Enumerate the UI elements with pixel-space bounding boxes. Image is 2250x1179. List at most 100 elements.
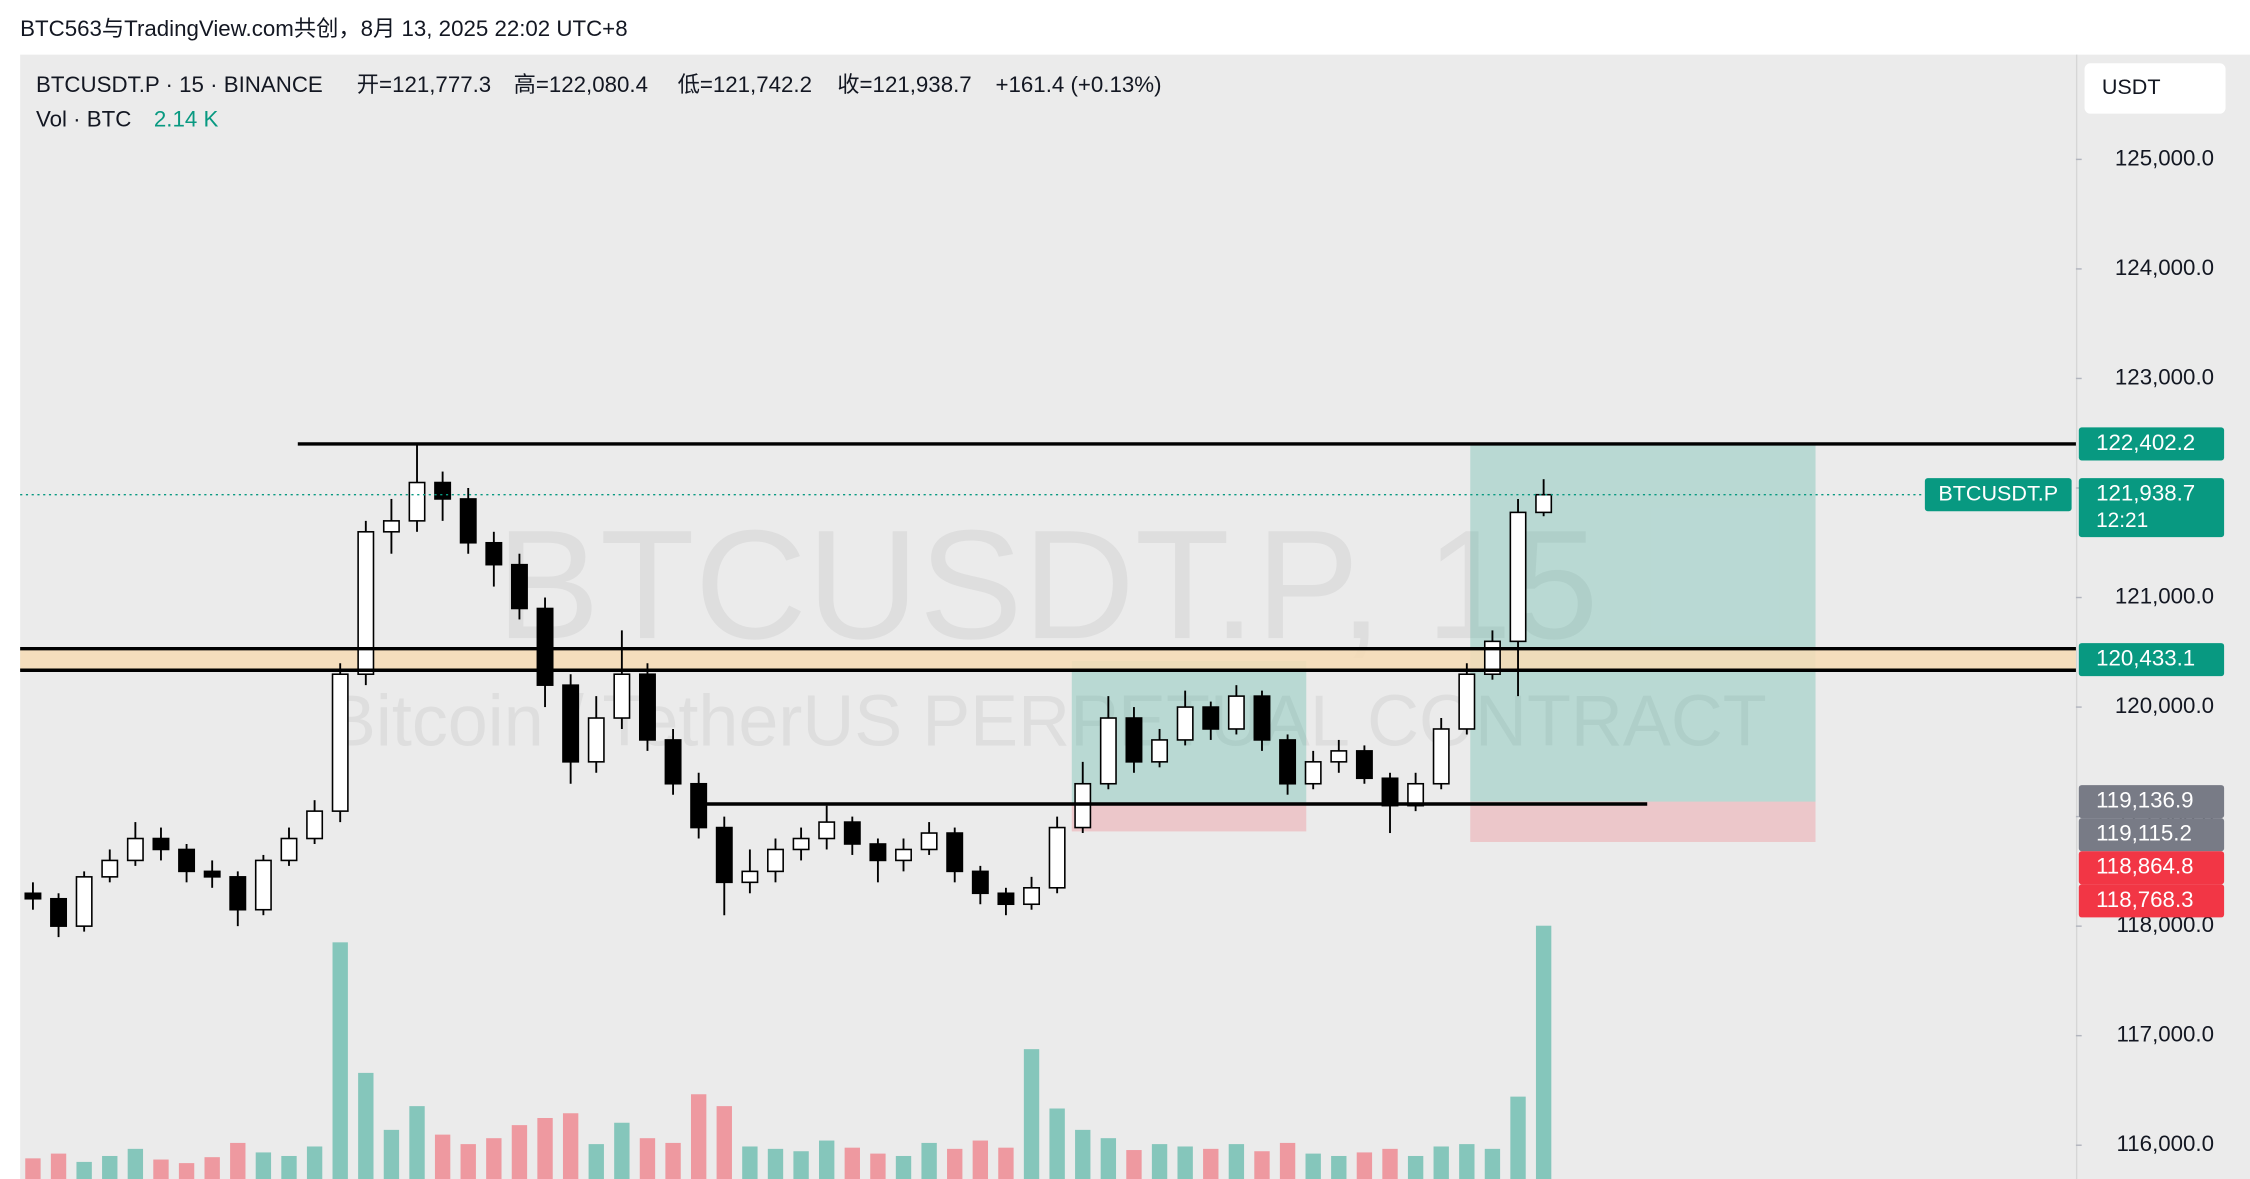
candle-body [971,870,989,895]
candle-body [254,859,272,911]
candle-body [24,892,42,900]
price-label [2078,478,2225,538]
volume-bar [562,1113,579,1179]
price-label [2078,785,2225,819]
candle-body [1509,511,1527,643]
candle-body [1176,706,1194,741]
volume-bar [1535,925,1552,1179]
price-label-text: 120,433.1 [2096,646,2195,671]
volume-bar [1459,1144,1475,1179]
legend-low: 低=121,742.2 [678,72,812,97]
volume-bar [383,1129,400,1179]
candle-body [843,821,861,845]
volume-bar [1177,1146,1193,1179]
candle-body [792,837,810,851]
candle-body [638,673,656,741]
symbol: BTCUSDT.P · 15 · BINANCE [36,72,323,97]
volume-bar [1100,1138,1117,1179]
price-axis-area [2075,54,2250,1179]
stop-zone [1470,801,1816,842]
candle-body [75,876,93,927]
price-label [2078,818,2225,852]
volume-bar [434,1134,451,1179]
candle-body [895,848,912,862]
volume-bar [1356,1152,1373,1179]
volume-bar [255,1152,272,1179]
volume-bar [1510,1096,1526,1179]
volume-bar [1023,1049,1040,1179]
volume-bar [1407,1155,1424,1179]
candle-body [485,541,503,566]
candle-body [767,848,784,873]
volume-bar [1151,1144,1168,1179]
candle-body [178,848,196,873]
target-zone [1470,443,1816,802]
volume-bar [1075,1129,1091,1179]
volume-bar [25,1158,41,1179]
candle-body [587,717,605,763]
volume-bar [178,1163,195,1179]
volume-bar [614,1122,630,1179]
volume-bar [204,1157,220,1179]
candle-body [613,673,631,719]
candle-body [408,481,426,522]
candle-body [1304,761,1322,785]
volume-bar [358,1072,374,1179]
symbol-tag [1924,478,2072,512]
price-label-text: 119,136.9 [2096,788,2193,813]
volume-bar [230,1142,246,1179]
price-label [2078,427,2225,461]
candle-body [1125,717,1143,763]
watermark-title: BTCUSDT.P, 15 [496,497,1598,671]
volume-bar [153,1159,169,1179]
volume-bar [486,1138,502,1179]
candle-body [1227,695,1245,730]
y-tick-label: 125,000.0 [2115,145,2214,170]
volume-bar [947,1148,963,1179]
legend-close: 收=121,938.7 [837,72,971,97]
volume-bar [767,1148,784,1179]
volume-title: Vol · BTC [36,107,131,132]
candle-body [357,531,375,675]
candle-body [818,821,836,840]
candle-body [1355,750,1373,780]
price-label [2078,851,2225,885]
header: BTC563与TradingView.com共创，8月 13, 2025 22:… [20,16,627,41]
volume-bar [742,1146,758,1179]
candle-body [229,876,247,911]
legend-change: +161.4 (+0.13%) [996,72,1162,97]
volume-bar [281,1155,297,1179]
candle-body [126,837,144,862]
volume-bar [537,1117,553,1179]
candle-body [152,837,170,851]
candle-body [946,832,964,873]
volume-bar [819,1140,835,1179]
candle-body [50,897,68,927]
price-label [2078,643,2225,677]
volume-bar [690,1094,707,1179]
volume-bar [1331,1155,1347,1179]
volume-value: 2.14 K [154,107,219,132]
stop-zone [1071,803,1307,832]
candle-body [510,563,528,610]
volume-bar [1279,1142,1296,1179]
volume-bar [1382,1148,1398,1179]
currency-button[interactable] [2084,63,2226,114]
candle-body [1048,826,1066,889]
price-label [2078,884,2225,918]
candle-body [997,892,1015,906]
volume-bar [921,1142,937,1179]
volume-bar [895,1155,912,1179]
volume-bar [460,1144,476,1179]
candle-body [920,832,938,851]
price-label-text: 121,938.7 [2096,481,2195,506]
candle-body [536,607,554,686]
candle-body [1099,717,1117,785]
y-tick-label: 123,000.0 [2115,364,2214,389]
volume-bar [998,1147,1014,1179]
volume-bar [844,1147,860,1179]
volume-bar [793,1151,809,1179]
candle-body [869,843,887,862]
candle-body [1432,728,1450,785]
candle-body [1253,695,1271,741]
